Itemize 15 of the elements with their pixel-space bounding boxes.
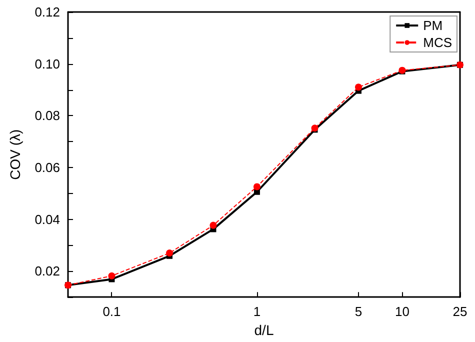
y-tick-label: 0.08 <box>34 108 60 124</box>
y-tick-label: 0.02 <box>34 264 60 279</box>
y-tick-label: 0.04 <box>34 212 60 227</box>
y-tick-label: 0.10 <box>34 56 60 72</box>
y-axis-title: COV (λ) <box>7 129 23 180</box>
x-axis-title: d/L <box>254 322 274 338</box>
legend-label: PM <box>423 18 443 33</box>
legend-label: MCS <box>423 35 452 50</box>
x-tick-label: 5 <box>354 304 362 320</box>
x-tick-label: 25 <box>452 304 468 320</box>
y-tick-label: 0.12 <box>34 4 60 20</box>
x-tick-label: 10 <box>394 304 410 320</box>
x-tick-label: 0.1 <box>102 304 121 320</box>
y-tick-label: 0.06 <box>34 160 60 176</box>
x-tick-label: 1 <box>253 304 261 320</box>
